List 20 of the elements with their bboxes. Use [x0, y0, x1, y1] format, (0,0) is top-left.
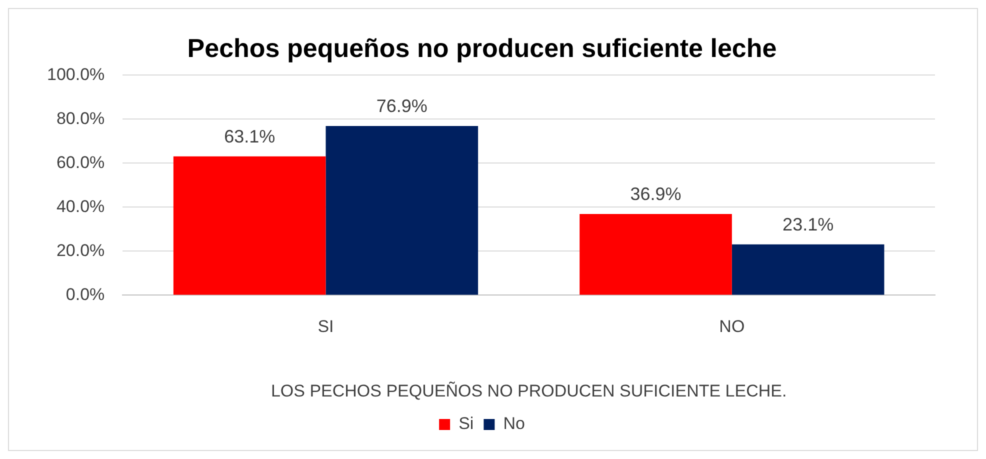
y-tick-label: 0.0%	[66, 284, 105, 304]
bar	[173, 156, 326, 295]
y-tick-label: 20.0%	[56, 240, 105, 260]
y-tick-label: 40.0%	[56, 196, 105, 216]
chart-title: Pechos pequeños no producen suficiente leche	[187, 32, 777, 63]
x-tick-label: SI	[318, 317, 334, 336]
legend-label: No	[503, 414, 525, 434]
data-label: 23.1%	[782, 214, 834, 234]
y-tick-label: 80.0%	[56, 108, 105, 128]
x-axis-title: LOS PECHOS PEQUEÑOS NO PRODUCEN SUFICIENTE LECHE.	[270, 381, 787, 400]
bar	[326, 126, 478, 295]
x-tick-label: NO	[719, 317, 745, 336]
bar	[732, 244, 884, 295]
data-label: 76.9%	[376, 96, 428, 116]
data-label: 36.9%	[630, 184, 682, 204]
y-tick-label: 100.0%	[46, 64, 105, 84]
bar	[580, 214, 732, 295]
y-tick-label: 60.0%	[56, 152, 105, 172]
legend-label: Si	[458, 414, 474, 434]
data-label: 63.1%	[224, 126, 276, 146]
